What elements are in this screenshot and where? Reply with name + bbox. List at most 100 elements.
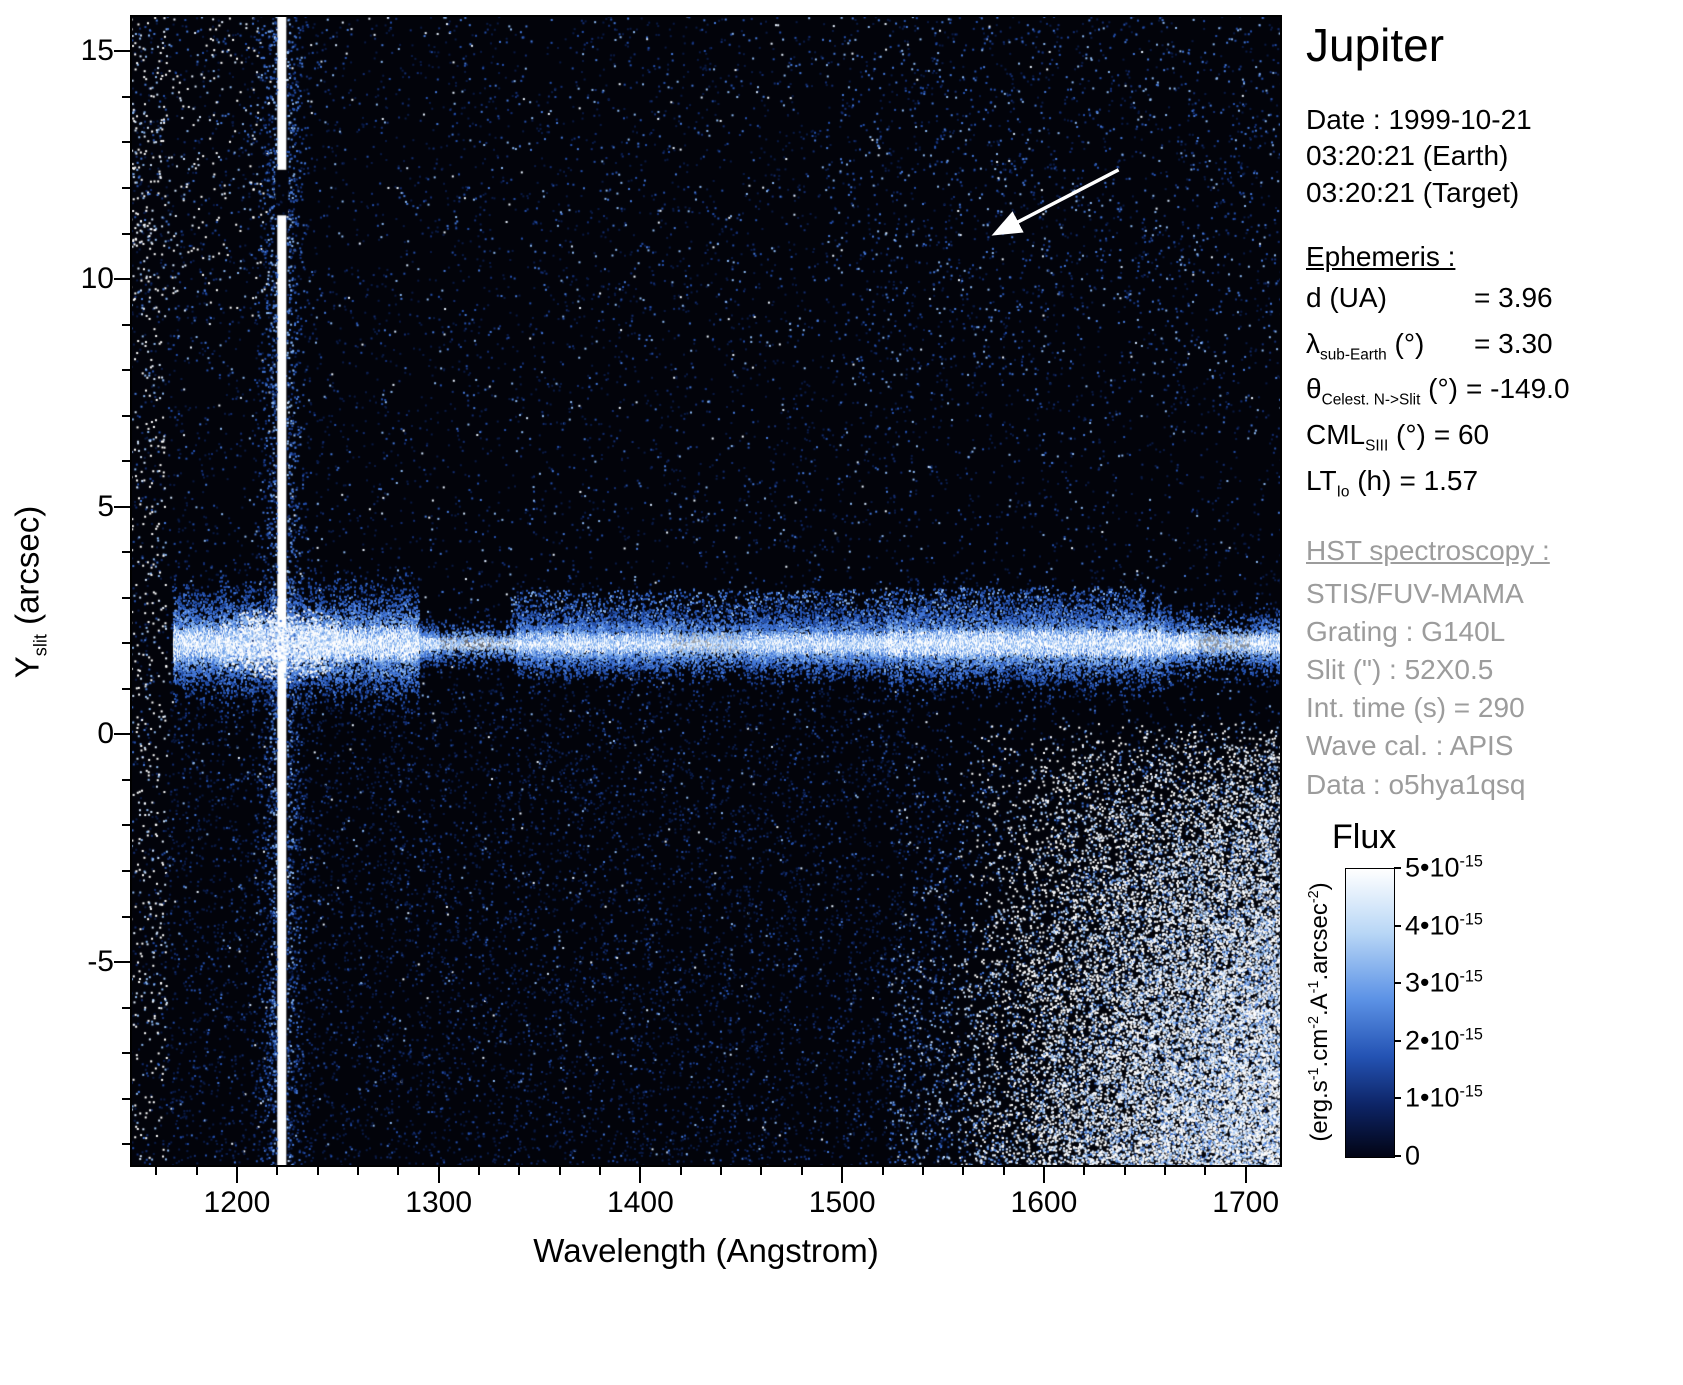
colorbar-tick-label: 5•10-15	[1405, 852, 1483, 883]
x-axis-tick	[356, 1167, 359, 1175]
annotation-arrow	[991, 168, 1120, 236]
x-axis-tick	[800, 1167, 803, 1175]
y-axis-tick	[122, 778, 130, 781]
observation-time-target: 03:20:21 (Target)	[1306, 176, 1520, 208]
x-axis-tick	[962, 1167, 965, 1175]
x-axis-tick	[1123, 1167, 1126, 1175]
ephemeris-row-slit-angle: θCelest. N->Slit (°) = -149.0	[1306, 373, 1681, 410]
ephemeris-header: Ephemeris :	[1306, 241, 1456, 273]
y-axis-tick	[122, 460, 130, 463]
x-axis-tick	[195, 1167, 198, 1175]
ephemeris-name: CMLSIII (°)	[1306, 418, 1426, 455]
colorbar	[1345, 868, 1395, 1158]
x-axis-tick	[1204, 1167, 1207, 1175]
hst-wave-cal: Wave cal. : APIS	[1306, 730, 1514, 762]
x-axis-tick	[155, 1167, 158, 1175]
colorbar-tick	[1394, 1097, 1401, 1100]
y-axis-tick	[114, 961, 130, 964]
colorbar-tick-label: 0	[1405, 1140, 1421, 1171]
y-axis-tick	[114, 733, 130, 736]
ephemeris-row-io-local-time: LTIo (h) = 1.57	[1306, 465, 1681, 502]
colorbar-tick	[1394, 1039, 1401, 1042]
observation-block: Date : 1999-10-21 03:20:21 (Earth) 03:20…	[1306, 102, 1681, 211]
x-axis-tick	[921, 1167, 924, 1175]
x-tick-label: 1700	[1212, 1186, 1280, 1219]
x-axis-tick	[679, 1167, 682, 1175]
y-axis-label-unit: (arcsec)	[8, 505, 46, 635]
ephemeris-value: = 3.30	[1474, 327, 1553, 359]
observation-date: Date : 1999-10-21	[1306, 104, 1532, 135]
hst-spectroscopy-block: STIS/FUV-MAMA Grating : G140L Slit (") :…	[1306, 575, 1681, 803]
hst-int-time: Int. time (s) = 290	[1306, 692, 1525, 724]
y-axis-tick	[122, 323, 130, 326]
x-tick-label: 1300	[405, 1186, 473, 1219]
x-axis-tick	[276, 1167, 279, 1175]
y-axis-tick	[122, 824, 130, 827]
y-tick-label: 5	[97, 489, 114, 523]
x-axis-tick	[437, 1167, 440, 1183]
y-axis-tick	[122, 915, 130, 918]
colorbar-tick-label: 3•10-15	[1405, 967, 1483, 998]
hst-slit: Slit (") : 52X0.5	[1306, 654, 1494, 686]
hst-instrument: STIS/FUV-MAMA	[1306, 578, 1524, 610]
x-tick-label: 1200	[203, 1186, 271, 1219]
hst-grating: Grating : G140L	[1306, 616, 1506, 648]
hst-data-id: Data : o5hya1qsq	[1306, 768, 1526, 800]
annotation-arrow-line	[991, 168, 1120, 236]
y-axis-tick	[122, 232, 130, 235]
y-axis-tick	[122, 1052, 130, 1055]
y-axis-tick	[114, 505, 130, 508]
x-axis-tick	[881, 1167, 884, 1175]
x-axis-label: Wavelength (Angstrom)	[533, 1232, 879, 1269]
ephemeris-name: θCelest. N->Slit (°)	[1306, 373, 1458, 409]
y-axis-label-subscript: slit	[30, 634, 51, 657]
y-axis-tick	[122, 369, 130, 372]
colorbar-tick	[1394, 924, 1401, 927]
colorbar-tick	[1394, 982, 1401, 985]
x-axis-tick	[760, 1167, 763, 1175]
spectral-image-plot	[130, 15, 1282, 1167]
y-axis-tick	[122, 1006, 130, 1009]
x-axis-tick	[235, 1167, 238, 1183]
colorbar-tick	[1394, 867, 1401, 869]
y-axis-tick	[122, 1097, 130, 1100]
x-axis-tick	[1042, 1167, 1045, 1183]
observation-time-earth: 03:20:21 (Earth)	[1306, 140, 1509, 172]
x-axis-tick	[720, 1167, 723, 1175]
y-tick-label: 15	[80, 34, 114, 68]
ephemeris-rows: d (UA) = 3.96 λsub-Earth (°) = 3.30 θCeles…	[1306, 282, 1681, 501]
colorbar-unit-label: (erg.s-1.cm-2.A-1.arcsec-2)	[1306, 882, 1333, 1142]
x-axis-tick	[1163, 1167, 1166, 1175]
x-axis-tick	[478, 1167, 481, 1175]
y-axis-tick	[122, 141, 130, 144]
ephemeris-value: = 60	[1433, 418, 1490, 450]
y-axis-tick	[122, 187, 130, 190]
y-axis-tick	[114, 50, 130, 53]
y-tick-label: 0	[97, 717, 114, 751]
colorbar-tick-label: 1•10-15	[1405, 1082, 1483, 1113]
colorbar-title: Flux	[1332, 818, 1397, 856]
target-title: Jupiter	[1306, 19, 1445, 71]
ephemeris-row-sub-earth-latitude: λsub-Earth (°) = 3.30	[1306, 328, 1681, 365]
y-axis-tick	[122, 95, 130, 98]
y-axis-label-symbol: Y	[8, 656, 46, 679]
x-axis-tick	[316, 1167, 319, 1175]
hst-spectroscopy-header: HST spectroscopy :	[1306, 535, 1550, 567]
x-axis-tick	[841, 1167, 844, 1183]
x-axis-tick	[397, 1167, 400, 1175]
side-panel: Jupiter Date : 1999-10-21 03:20:21 (Eart…	[1306, 0, 1681, 804]
ephemeris-value: = 1.57	[1399, 464, 1479, 496]
ephemeris-name: d (UA)	[1306, 282, 1387, 314]
x-axis-tick	[1244, 1167, 1247, 1183]
colorbar-tick-label: 2•10-15	[1405, 1025, 1483, 1056]
y-axis-tick	[122, 870, 130, 873]
y-axis-tick	[122, 1143, 130, 1146]
y-axis-tick	[122, 414, 130, 417]
x-axis-tick	[1002, 1167, 1005, 1175]
ephemeris-name: λsub-Earth (°)	[1306, 327, 1425, 364]
colorbar-tick-label: 4•10-15	[1405, 910, 1483, 941]
x-tick-label: 1600	[1010, 1186, 1078, 1219]
ephemeris-value: = 3.96	[1474, 282, 1553, 314]
ephemeris-name: LTIo (h)	[1306, 464, 1392, 501]
